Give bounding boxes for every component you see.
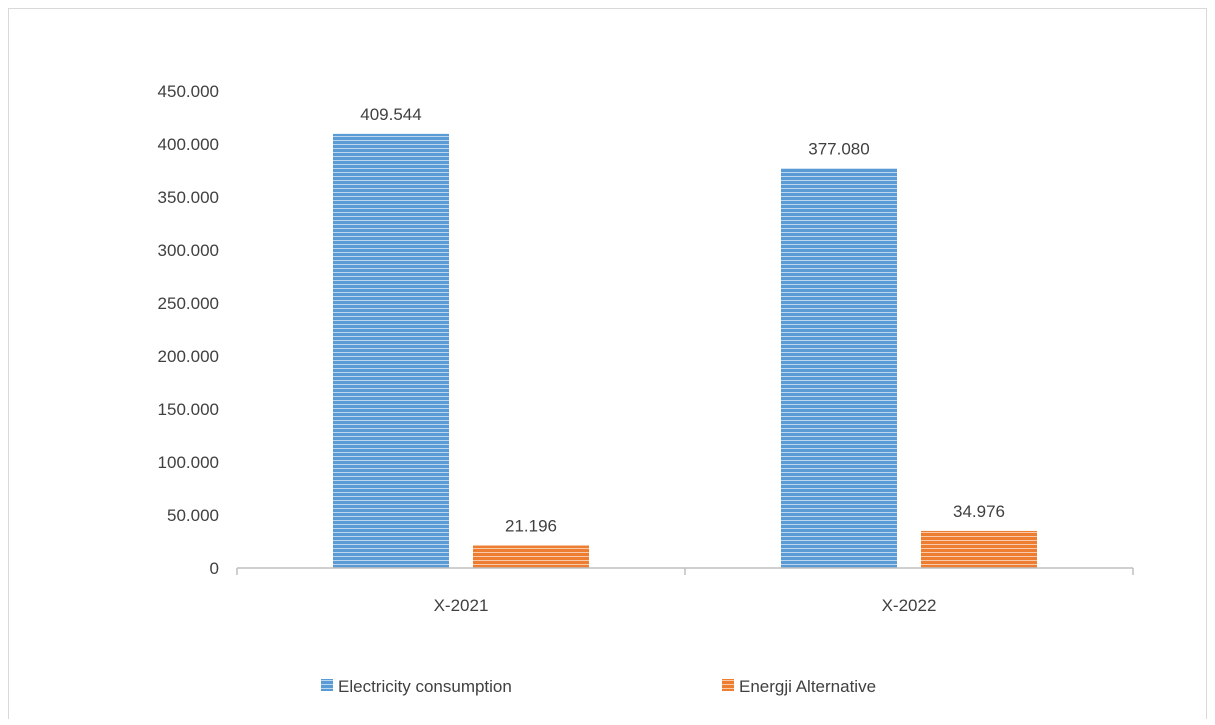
bar-electricity-0 <box>333 133 449 568</box>
y-tick-label: 50.000 <box>167 506 219 525</box>
x-tick-label: X-2022 <box>882 596 937 615</box>
y-tick-label: 300.000 <box>158 241 219 260</box>
data-label: 21.196 <box>505 517 557 536</box>
y-tick-label: 100.000 <box>158 453 219 472</box>
bar-chart: 0 50.000 100.000 150.000 200.000 250.000 300.0… <box>158 82 1134 696</box>
y-tick-label: 0 <box>210 559 219 578</box>
legend-swatch-electricity <box>321 679 333 691</box>
y-tick-label: 400.000 <box>158 135 219 154</box>
legend-label: Electricity consumption <box>338 677 512 696</box>
legend: Electricity consumption Energji Alternati… <box>321 677 876 696</box>
y-tick-label: 350.000 <box>158 188 219 207</box>
bar-alternative-1 <box>921 530 1037 568</box>
bar-electricity-1 <box>781 168 897 568</box>
data-label: 377.080 <box>808 139 869 158</box>
chart-frame: 0 50.000 100.000 150.000 200.000 250.000 300.0… <box>8 8 1207 719</box>
legend-label: Energji Alternative <box>739 677 876 696</box>
y-tick-label: 250.000 <box>158 294 219 313</box>
x-tick-label: X-2021 <box>434 596 489 615</box>
y-tick-label: 450.000 <box>158 82 219 101</box>
bar-alternative-0 <box>473 545 589 568</box>
y-tick-label: 200.000 <box>158 347 219 366</box>
data-label: 34.976 <box>953 502 1005 521</box>
bars <box>333 133 1037 568</box>
data-label: 409.544 <box>360 105 421 124</box>
x-axis: X-2021 X-2022 <box>236 567 1134 615</box>
y-tick-label: 150.000 <box>158 400 219 419</box>
y-axis-ticks: 0 50.000 100.000 150.000 200.000 250.000 300.0… <box>158 82 219 578</box>
data-labels: 409.544 21.196 377.080 34.976 <box>360 105 1005 536</box>
legend-swatch-alternative <box>722 679 734 691</box>
